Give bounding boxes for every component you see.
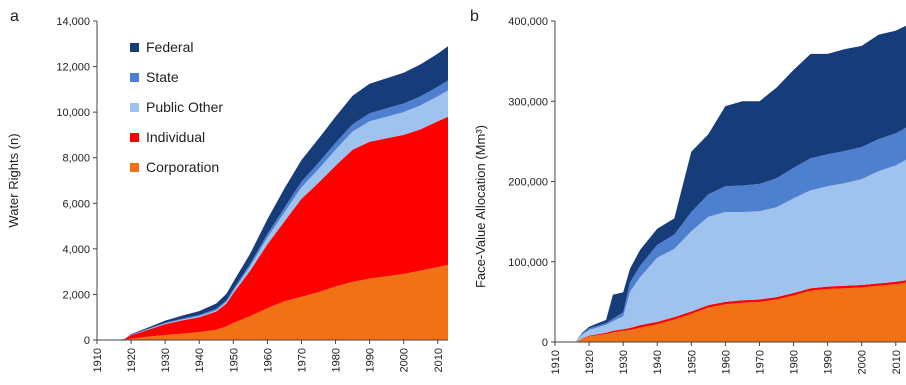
x-tick-label: 1940 [194, 348, 206, 372]
y-tick-label: 10,000 [56, 107, 90, 119]
y-tick-label: 6,000 [62, 198, 90, 210]
x-tick-label: 1950 [228, 348, 240, 372]
x-tick-label: 1930 [160, 348, 172, 372]
area-corporation [97, 264, 448, 340]
area-state [555, 127, 906, 342]
area-federal [97, 46, 448, 341]
x-tick-label: 2000 [857, 350, 869, 374]
x-tick-label: 1990 [365, 348, 377, 372]
legend-swatch [130, 43, 139, 52]
x-tick-label: 1980 [789, 350, 801, 374]
area-corporation [555, 282, 906, 342]
y-tick-label: 2,000 [62, 289, 90, 301]
area-federal [555, 25, 906, 343]
y-tick-label: 0 [84, 335, 90, 347]
area-public-other [97, 90, 448, 340]
legend-label: Federal [146, 39, 193, 55]
y-axis-label: Face-Value Allocation (Mm³) [473, 125, 488, 288]
y-tick-label: 14,000 [56, 16, 90, 28]
x-tick-label: 2010 [433, 348, 445, 372]
x-tick-label: 1940 [652, 350, 664, 374]
x-tick-label: 1930 [618, 350, 630, 374]
area-individual [97, 116, 448, 340]
area-public-other [555, 159, 906, 342]
legend-label: Individual [146, 129, 205, 145]
y-tick-label: 200,000 [508, 177, 548, 189]
x-tick-label: 1970 [754, 350, 766, 374]
x-tick-label: 1910 [92, 348, 104, 372]
x-tick-label: 1960 [262, 348, 274, 372]
y-tick-label: 0 [542, 337, 548, 349]
x-tick-label: 1910 [550, 350, 562, 374]
legend-swatch [130, 103, 139, 112]
panel-label: a [10, 8, 19, 25]
y-tick-label: 100,000 [508, 257, 548, 269]
legend-swatch [130, 163, 139, 172]
y-axis-label: Water Rights (n) [6, 133, 21, 227]
chart-panel-b: 0 100,000 200,000 300,000 400,000 1910 1920 193… [470, 8, 906, 374]
y-tick-label: 300,000 [508, 96, 548, 108]
legend-label: Public Other [146, 99, 223, 115]
x-tick-label: 1920 [584, 350, 596, 374]
legend-label: Corporation [146, 159, 219, 175]
x-tick-label: 2000 [399, 348, 411, 372]
y-tick-label: 400,000 [508, 16, 548, 28]
area-state [97, 80, 448, 340]
area-individual [555, 280, 906, 342]
y-tick-label: 4,000 [62, 244, 90, 256]
x-tick-label: 1950 [686, 350, 698, 374]
legend-swatch [130, 133, 139, 142]
y-tick-label: 12,000 [56, 62, 90, 74]
y-tick-label: 8,000 [62, 153, 90, 165]
legend-label: State [146, 69, 179, 85]
x-tick-label: 1920 [126, 348, 138, 372]
x-tick-label: 1960 [720, 350, 732, 374]
x-tick-label: 2010 [891, 350, 903, 374]
legend: Federal State Public Other Individual Corpor… [130, 39, 223, 175]
chart-panel-a: 0 2,000 4,000 6,000 8,000 10,000 12,000 14,000 1… [6, 8, 448, 372]
x-tick-label: 1990 [823, 350, 835, 374]
legend-swatch [130, 73, 139, 82]
x-tick-label: 1980 [331, 348, 343, 372]
panel-label: b [470, 8, 479, 25]
x-tick-label: 1970 [296, 348, 308, 372]
